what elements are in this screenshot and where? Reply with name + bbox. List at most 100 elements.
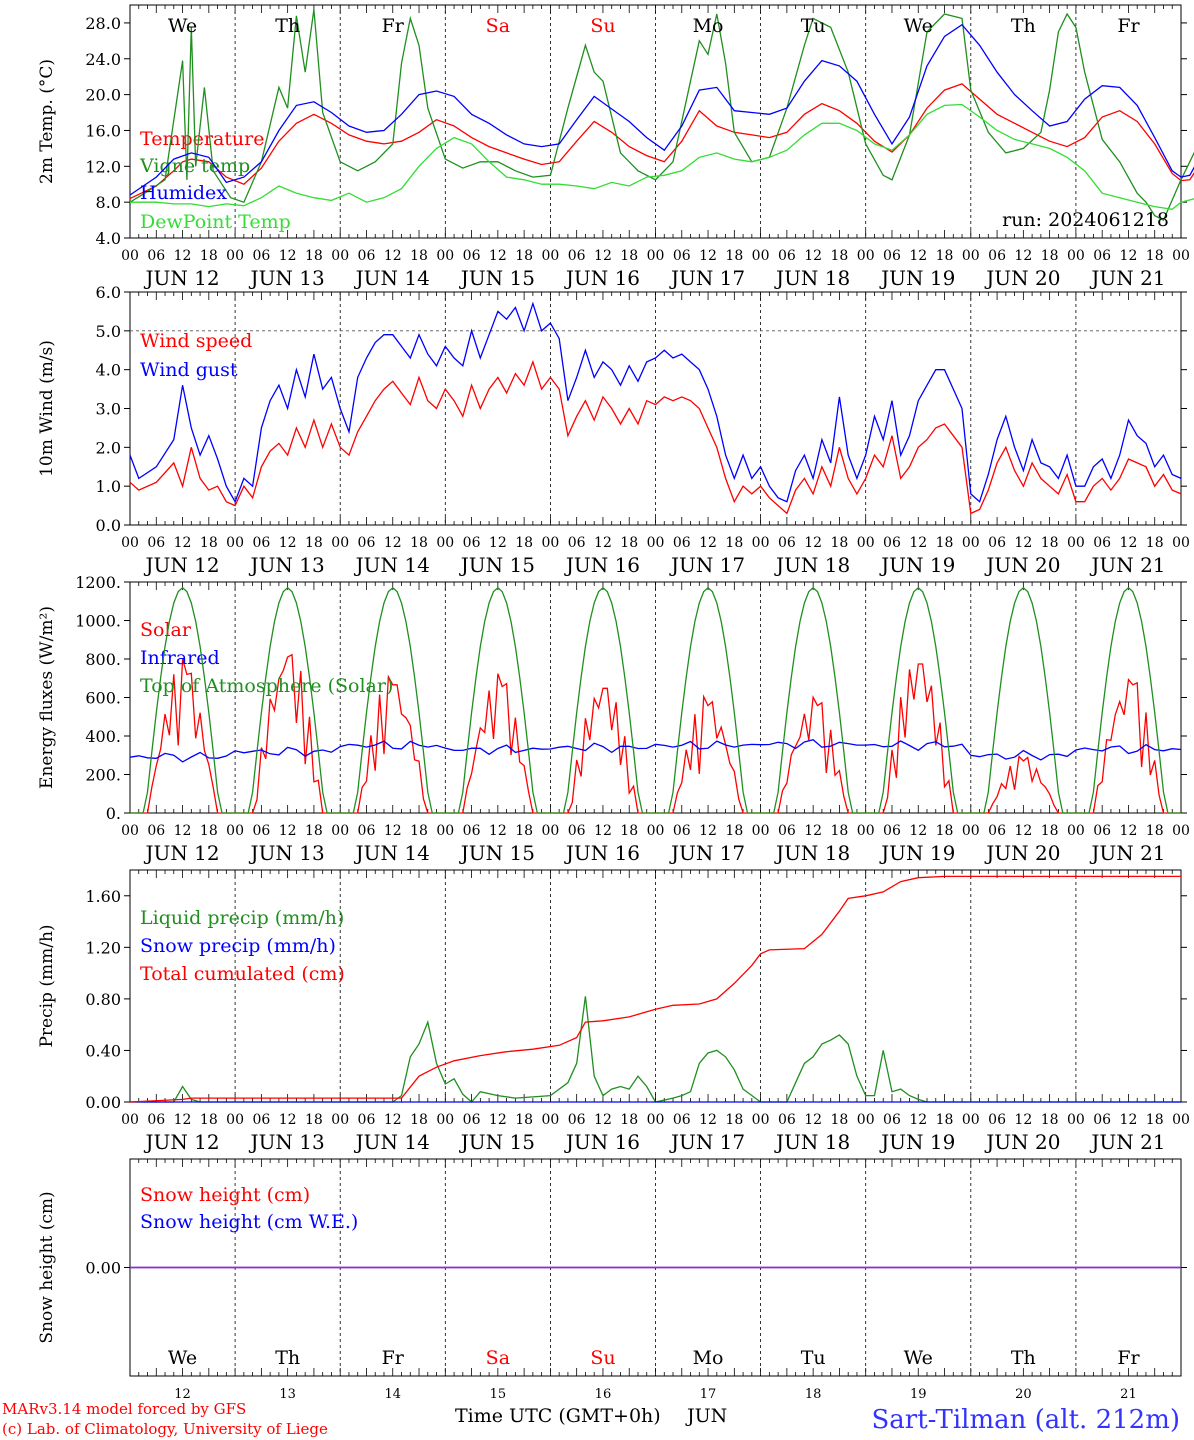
hour-tick-label: 06 (358, 1112, 376, 1128)
day-number-label: 12 (174, 1387, 191, 1402)
hour-tick-label: 00 (121, 248, 139, 264)
day-number-label: 13 (279, 1387, 296, 1402)
hour-tick-label: 12 (489, 823, 507, 839)
hour-tick-label: 00 (857, 248, 875, 264)
hour-tick-label: 00 (962, 1112, 980, 1128)
hour-tick-label: 18 (305, 248, 323, 264)
hour-tick-label: 06 (463, 823, 481, 839)
hour-tick-label: 00 (226, 1112, 244, 1128)
hour-tick-label: 12 (279, 248, 297, 264)
hour-tick-label: 06 (147, 823, 165, 839)
hour-tick-label: 12 (489, 1112, 507, 1128)
y-tick-label: 6.0 (96, 283, 121, 302)
y-tick-label: 24.0 (85, 50, 121, 69)
hour-tick-label: 18 (305, 535, 323, 551)
day-number-label: 14 (384, 1387, 401, 1402)
day-date-label: JUN 14 (354, 1130, 430, 1154)
hour-tick-label: 00 (647, 248, 665, 264)
day-date-label: JUN 14 (354, 553, 430, 577)
hour-tick-label: 00 (752, 823, 770, 839)
hour-tick-label: 06 (988, 535, 1006, 551)
hour-tick-label: 06 (673, 823, 691, 839)
day-date-label: JUN 12 (143, 841, 219, 865)
day-number-label: 21 (1120, 1387, 1137, 1402)
day-date-label: JUN 19 (879, 266, 955, 290)
hour-tick-label: 00 (331, 823, 349, 839)
y-tick-label: 1.0 (96, 477, 121, 496)
day-date-label: JUN 21 (1089, 266, 1165, 290)
hour-tick-label: 06 (463, 1112, 481, 1128)
hour-tick-label: 18 (1146, 248, 1164, 264)
hour-tick-label: 00 (331, 248, 349, 264)
precip-legend-2: Total cumulated (cm) (140, 963, 345, 985)
hour-tick-label: 12 (594, 535, 612, 551)
day-number-label: 20 (1015, 1387, 1032, 1402)
hour-tick-label: 00 (1067, 535, 1085, 551)
y-axis-label: Precip (mm/h) (37, 924, 57, 1047)
y-axis-label: Energy fluxes (W/m²) (37, 606, 57, 789)
day-number-label: 19 (910, 1387, 927, 1402)
y-tick-label: 0.80 (85, 990, 121, 1009)
hour-tick-label: 00 (962, 248, 980, 264)
y-tick-label: 800. (85, 650, 121, 669)
day-date-label: JUN 17 (669, 266, 745, 290)
hour-tick-label: 18 (515, 248, 533, 264)
weekday-label: Th (1011, 1347, 1036, 1369)
energy-legend-0: Solar (140, 619, 192, 641)
y-tick-label: 200. (85, 766, 121, 785)
hour-tick-label: 12 (1014, 248, 1032, 264)
hour-tick-label: 18 (620, 535, 638, 551)
y-tick-label: 1000. (75, 612, 121, 631)
day-date-label: JUN 12 (143, 1130, 219, 1154)
hour-tick-label: 00 (121, 823, 139, 839)
day-date-label: JUN 15 (459, 1130, 535, 1154)
hour-tick-label: 18 (305, 823, 323, 839)
hour-tick-label: 06 (1093, 535, 1111, 551)
hour-tick-label: 18 (1041, 1112, 1059, 1128)
weekday-label: Su (590, 15, 615, 37)
hour-tick-label: 12 (174, 1112, 192, 1128)
hour-tick-label: 18 (410, 823, 428, 839)
temperature-series-2 (129, 23, 1194, 196)
energy-series-1 (129, 738, 1182, 763)
hour-tick-label: 12 (594, 823, 612, 839)
day-date-label: JUN 16 (564, 1130, 640, 1154)
hour-tick-label: 18 (1041, 248, 1059, 264)
weekday-label: Th (275, 1347, 300, 1369)
y-axis-label: Snow height (cm) (37, 1191, 57, 1343)
day-number-label: 16 (595, 1387, 612, 1402)
weekday-label: Fr (1117, 15, 1140, 37)
hour-tick-label: 18 (620, 1112, 638, 1128)
y-tick-label: 28.0 (85, 14, 121, 33)
hour-tick-label: 00 (226, 535, 244, 551)
hour-tick-label: 12 (174, 535, 192, 551)
hour-tick-label: 18 (410, 535, 428, 551)
hour-tick-label: 12 (804, 248, 822, 264)
hour-tick-label: 06 (673, 535, 691, 551)
hour-tick-label: 00 (121, 535, 139, 551)
hour-tick-label: 06 (778, 535, 796, 551)
hour-tick-label: 00 (1067, 248, 1085, 264)
y-axis-label: 2m Temp. (°C) (37, 59, 57, 184)
panel-wind: 0.0 1.0 2.0 3.0 4.0 5.0 6.0 10m Wind (m/s) Wind … (37, 283, 1190, 577)
hour-tick-label: 00 (436, 535, 454, 551)
temperature-legend-1: Vigne temp (139, 155, 250, 177)
hour-tick-label: 00 (1172, 535, 1190, 551)
weekday-label: Su (590, 1347, 615, 1369)
hour-tick-label: 18 (1041, 823, 1059, 839)
hour-tick-label: 06 (778, 1112, 796, 1128)
hour-tick-label: 06 (358, 535, 376, 551)
hour-tick-label: 18 (936, 248, 954, 264)
y-tick-label: 0.00 (85, 1259, 121, 1278)
hour-tick-label: 18 (620, 823, 638, 839)
hour-tick-label: 12 (174, 248, 192, 264)
weekday-label: Sa (486, 15, 510, 37)
day-date-label: JUN 20 (984, 1130, 1060, 1154)
day-date-label: JUN 18 (774, 841, 850, 865)
day-date-label: JUN 17 (669, 1130, 745, 1154)
hour-tick-label: 18 (515, 823, 533, 839)
hour-tick-label: 12 (909, 535, 927, 551)
hour-tick-label: 18 (200, 248, 218, 264)
y-tick-label: 12.0 (85, 157, 121, 176)
hour-tick-label: 18 (410, 1112, 428, 1128)
